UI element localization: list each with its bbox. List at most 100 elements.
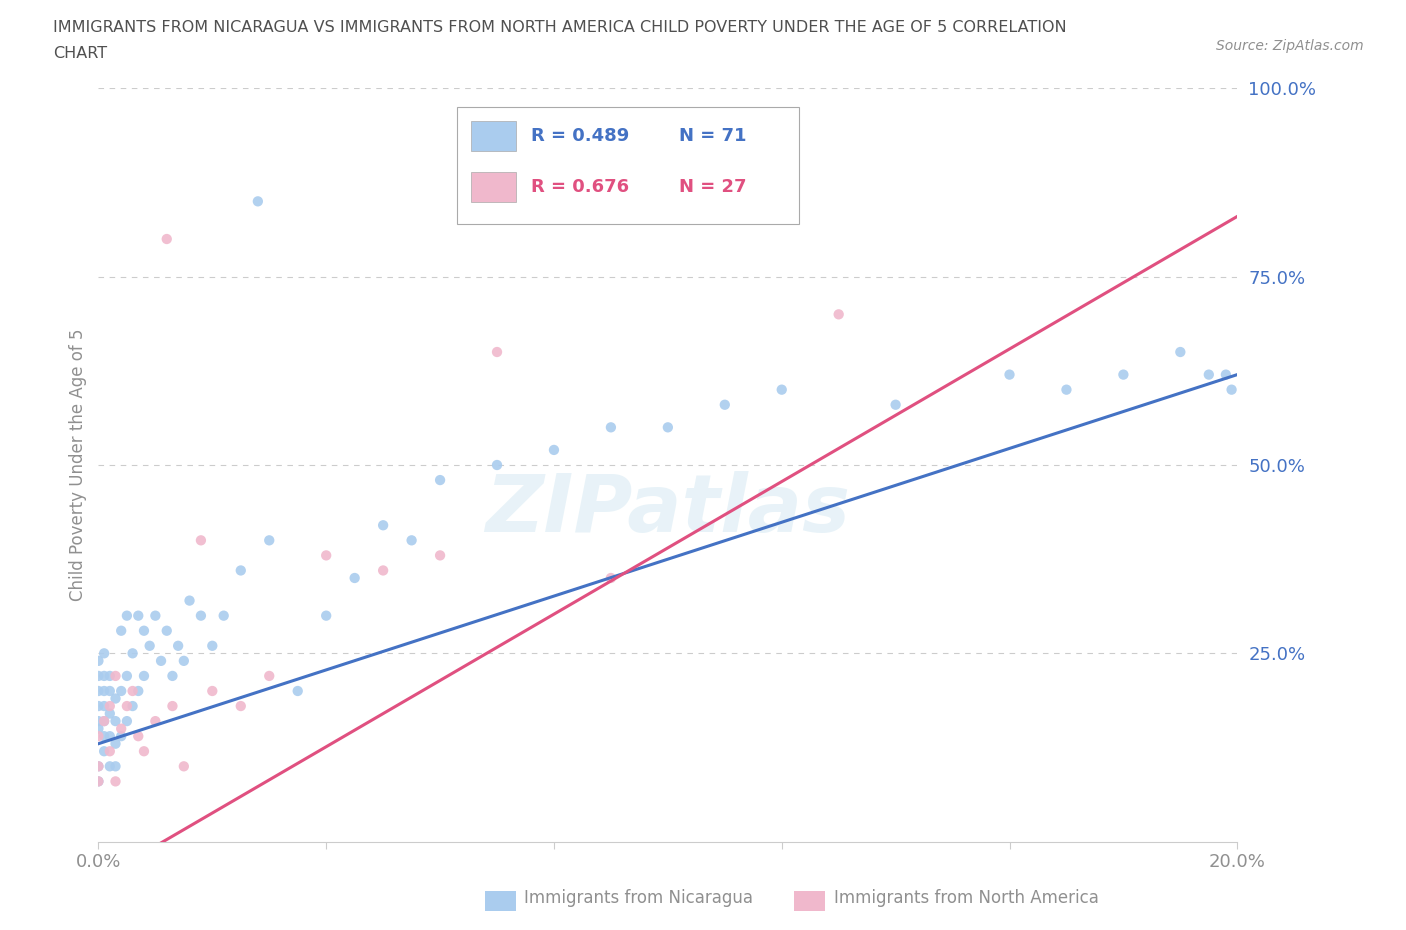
Point <box>259 669 281 684</box>
Point <box>87 669 110 684</box>
Point <box>156 623 179 638</box>
Point <box>93 669 115 684</box>
Point <box>98 706 121 721</box>
Point <box>156 232 179 246</box>
Point <box>1112 367 1135 382</box>
Point <box>132 669 155 684</box>
Text: IMMIGRANTS FROM NICARAGUA VS IMMIGRANTS FROM NORTH AMERICA CHILD POVERTY UNDER T: IMMIGRANTS FROM NICARAGUA VS IMMIGRANTS … <box>53 20 1067 35</box>
Point <box>714 397 737 412</box>
Point <box>127 608 149 623</box>
Point <box>600 420 623 435</box>
Point <box>429 548 451 563</box>
Point <box>104 774 127 789</box>
Point <box>93 646 115 661</box>
Point <box>167 638 190 653</box>
Point <box>115 698 138 713</box>
Point <box>173 654 195 669</box>
Point <box>315 548 337 563</box>
Point <box>884 397 907 412</box>
Point <box>132 623 155 638</box>
Point <box>115 608 138 623</box>
Point <box>373 518 395 533</box>
Point <box>770 382 793 397</box>
Point <box>343 571 366 586</box>
Point <box>121 684 143 698</box>
Point <box>115 669 138 684</box>
Point <box>87 713 110 728</box>
Point <box>998 367 1021 382</box>
Point <box>1198 367 1220 382</box>
Point <box>212 608 235 623</box>
Bar <box>471 121 516 151</box>
Point <box>87 759 110 774</box>
Text: ZIPatlas: ZIPatlas <box>485 472 851 550</box>
Point <box>93 713 115 728</box>
Point <box>93 684 115 698</box>
Point <box>98 669 121 684</box>
Point <box>1215 367 1237 382</box>
Point <box>315 608 337 623</box>
Point <box>145 713 167 728</box>
Point <box>201 638 224 653</box>
Point <box>287 684 309 698</box>
Point <box>132 744 155 759</box>
Point <box>104 691 127 706</box>
Bar <box>471 172 516 202</box>
Text: N = 27: N = 27 <box>679 178 747 196</box>
Point <box>657 420 679 435</box>
Point <box>93 698 115 713</box>
Point <box>104 713 127 728</box>
Point <box>110 729 132 744</box>
Point <box>600 571 623 586</box>
Text: CHART: CHART <box>53 46 107 61</box>
Point <box>229 698 252 713</box>
Point <box>87 684 110 698</box>
Y-axis label: Child Poverty Under the Age of 5: Child Poverty Under the Age of 5 <box>69 328 87 602</box>
Point <box>145 608 167 623</box>
Point <box>87 722 110 737</box>
Point <box>87 729 110 744</box>
Point <box>1056 382 1078 397</box>
Text: Immigrants from North America: Immigrants from North America <box>834 889 1098 908</box>
Point <box>828 307 851 322</box>
Point <box>259 533 281 548</box>
Point <box>229 563 252 578</box>
Point <box>93 744 115 759</box>
Point <box>98 698 121 713</box>
Point <box>190 533 212 548</box>
Point <box>429 472 451 487</box>
Point <box>162 698 184 713</box>
Point <box>486 458 509 472</box>
Point <box>98 729 121 744</box>
Point <box>121 698 143 713</box>
Point <box>201 684 224 698</box>
Point <box>87 774 110 789</box>
Point <box>543 443 565 458</box>
Point <box>98 759 121 774</box>
Point <box>98 684 121 698</box>
Point <box>150 654 173 669</box>
Point <box>87 698 110 713</box>
Bar <box>457 107 799 224</box>
Point <box>127 684 149 698</box>
Text: Immigrants from Nicaragua: Immigrants from Nicaragua <box>524 889 754 908</box>
Text: N = 71: N = 71 <box>679 126 747 145</box>
Point <box>87 759 110 774</box>
Point <box>115 713 138 728</box>
Point <box>110 684 132 698</box>
Point <box>1170 345 1192 360</box>
Point <box>486 345 509 360</box>
Point <box>1220 382 1243 397</box>
Text: Source: ZipAtlas.com: Source: ZipAtlas.com <box>1216 39 1364 53</box>
Point <box>138 638 160 653</box>
Point <box>190 608 212 623</box>
Point <box>121 646 143 661</box>
Point <box>373 563 395 578</box>
Point <box>173 759 195 774</box>
Point <box>104 737 127 751</box>
Point <box>87 774 110 789</box>
Point <box>246 194 269 209</box>
Point <box>98 744 121 759</box>
Point <box>110 722 132 737</box>
Point <box>127 729 149 744</box>
